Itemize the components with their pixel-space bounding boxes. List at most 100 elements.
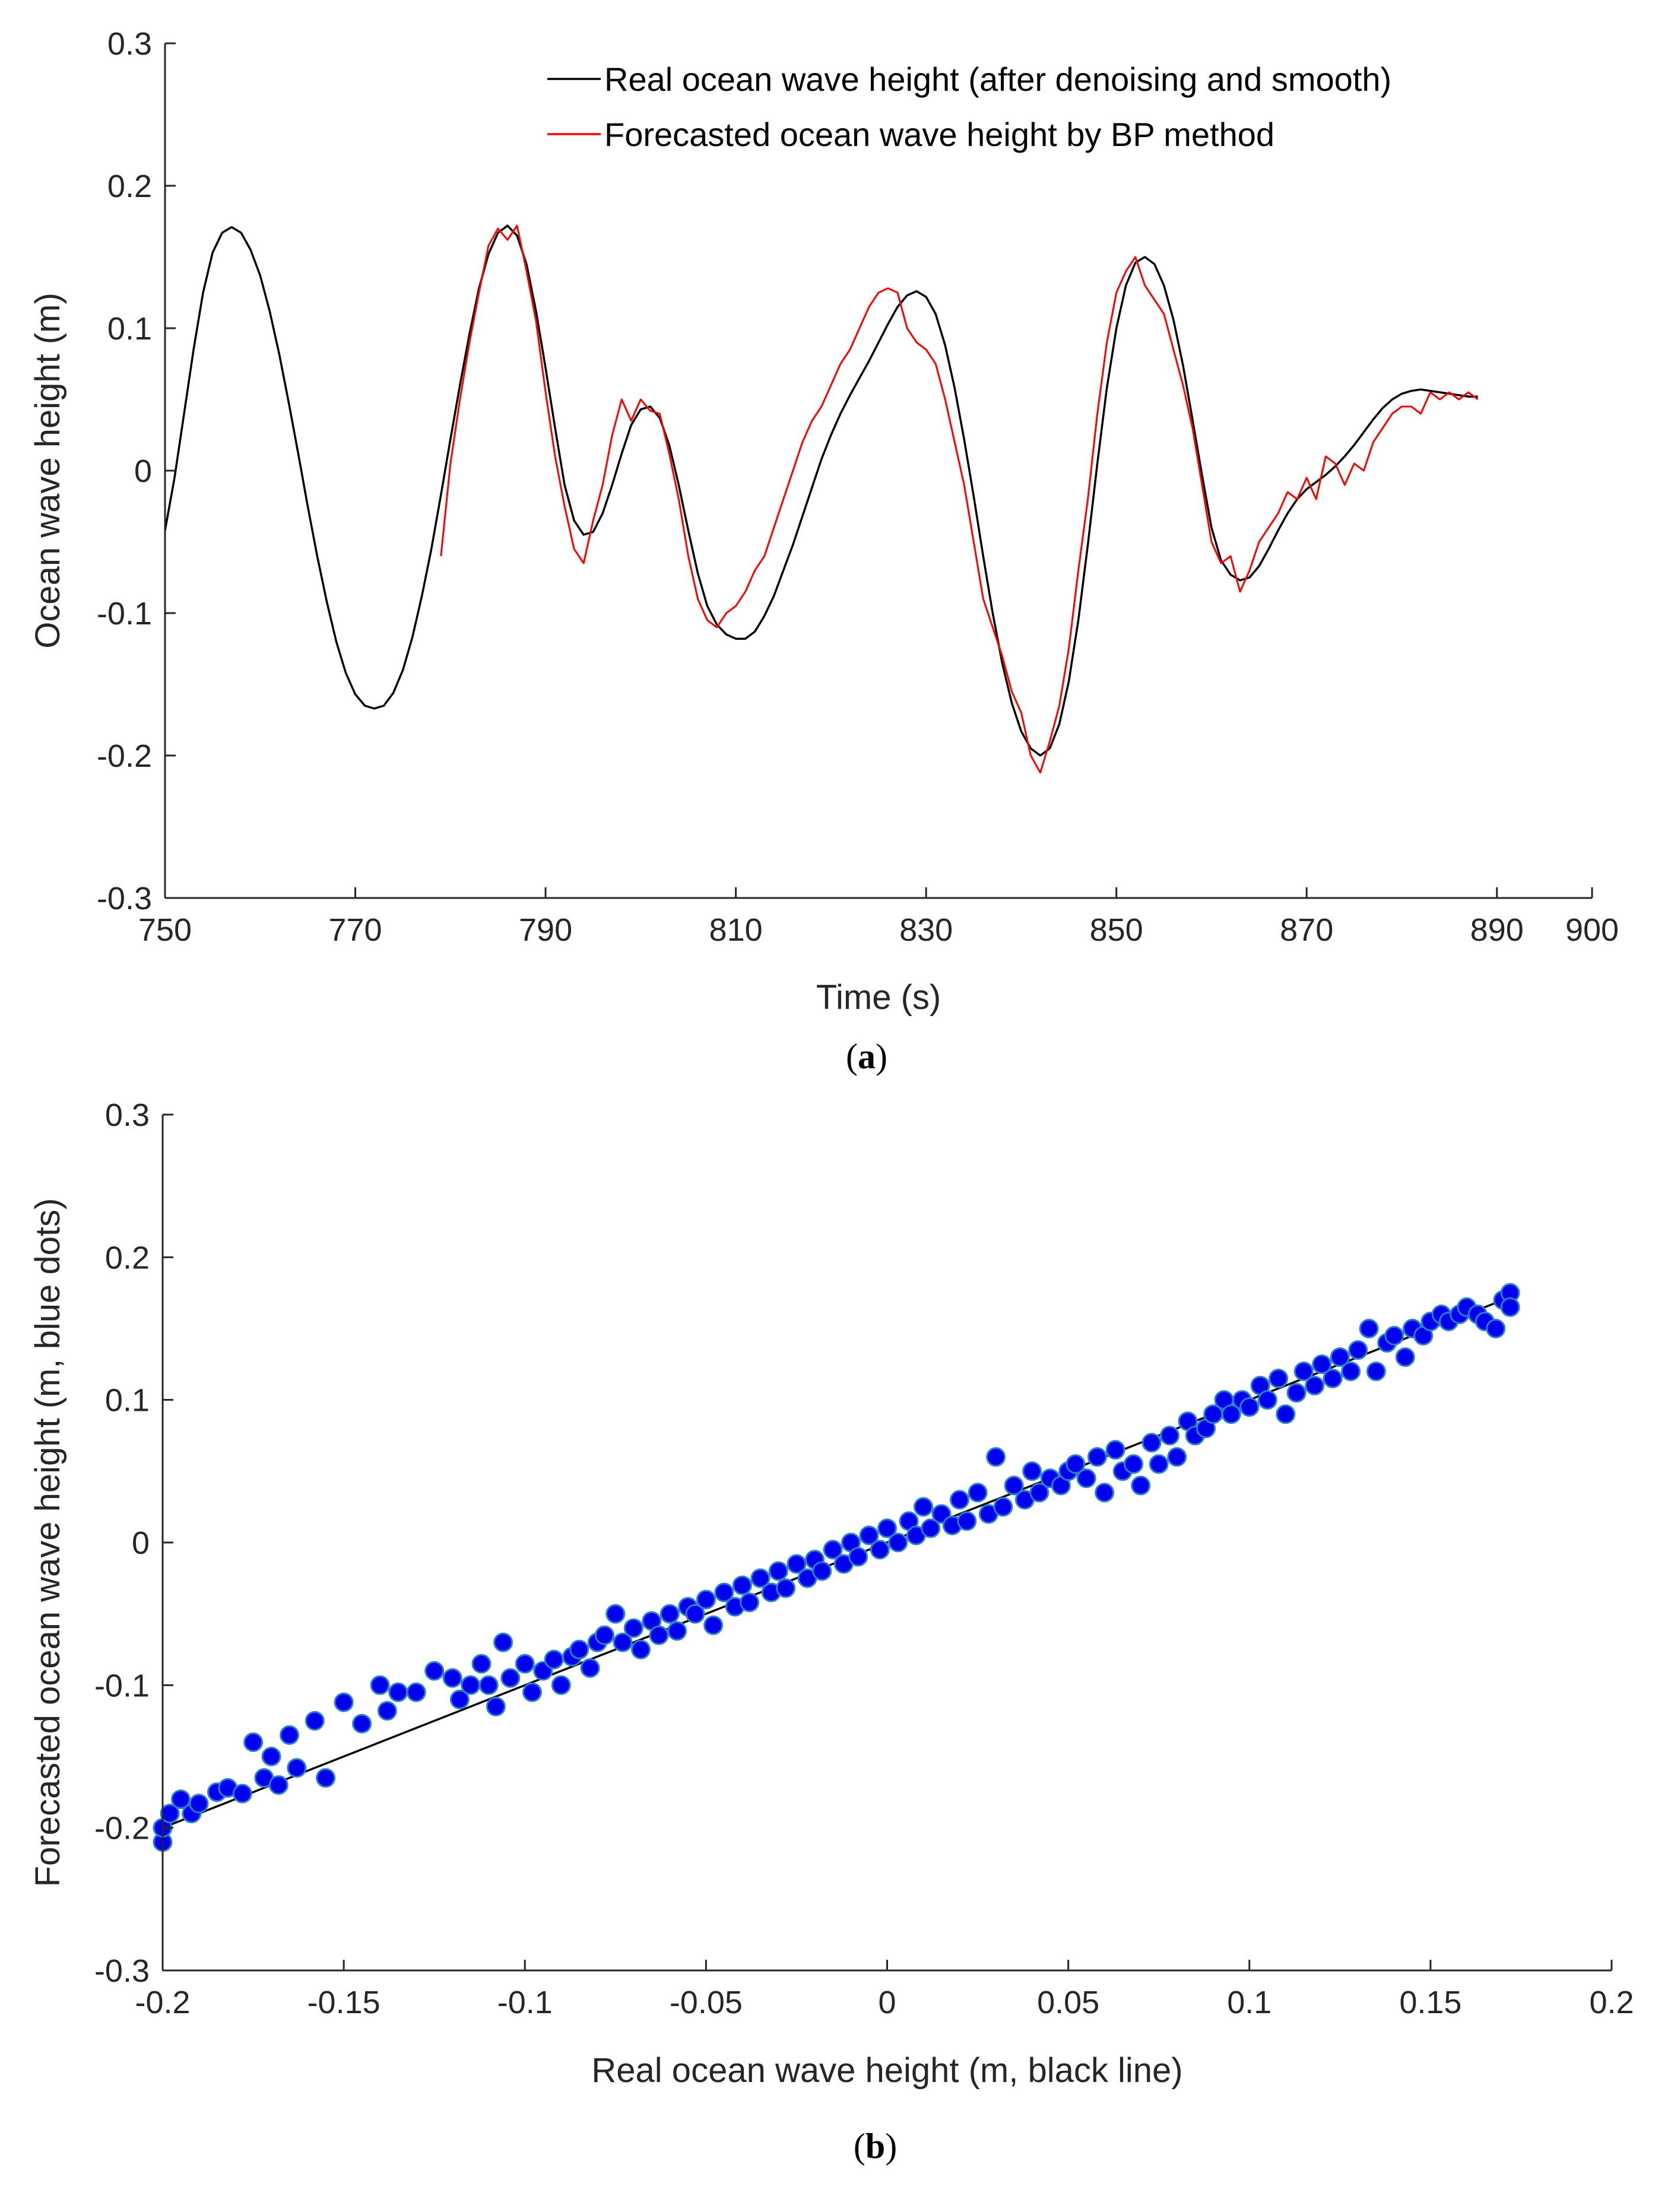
panel-b-y-tick-label: 0.2 — [105, 1240, 150, 1275]
panel-b-scatter-point — [515, 1654, 535, 1674]
panel-b-scatter-point — [189, 1794, 209, 1814]
panel-a-series-forecast-line — [440, 224, 1479, 774]
panel-b-scatter-point — [1286, 1383, 1307, 1403]
panel-b-scatter-point — [1149, 1454, 1169, 1474]
panel-b-scatter-point — [776, 1578, 796, 1598]
panel-b-y-tick-label: 0.1 — [105, 1383, 150, 1418]
panel-b-x-tick-label: 0 — [878, 1985, 896, 2020]
panel-b-scatter-point — [1239, 1397, 1260, 1417]
panel-b-scatter-point — [1500, 1297, 1520, 1317]
panel-a-y-tick-label: 0.3 — [107, 26, 152, 62]
panel-b-scatter-point — [160, 1804, 180, 1824]
panel-b-scatter-point — [1022, 1461, 1042, 1481]
panel-b-scatter-point — [1160, 1426, 1179, 1446]
panel-b-scatter-point — [280, 1725, 300, 1745]
panel-b-scatter-point — [544, 1649, 564, 1670]
panel-b-scatter-point — [957, 1511, 977, 1531]
panel-b-scatter-point — [500, 1668, 521, 1688]
panel-b-scatter-point — [986, 1447, 1006, 1467]
panel-b-x-tick-label: -0.15 — [307, 1985, 381, 2020]
panel-b-y-tick-label: -0.2 — [94, 1811, 150, 1846]
panel-b-x-tick-label: -0.2 — [135, 1985, 190, 2020]
panel-b-x-tick-label: -0.05 — [670, 1985, 743, 2020]
panel-b-scatter-point — [613, 1632, 633, 1652]
panel-a-series-layer — [164, 224, 1479, 774]
panel-b-scatter-point — [261, 1747, 281, 1766]
panel-b-scatter-point — [171, 1789, 191, 1810]
panel-a-caption: (a) — [846, 1037, 887, 1076]
panel-b-scatter-point — [1131, 1475, 1151, 1496]
panel-a-y-tick-label: 0.1 — [107, 311, 152, 347]
panel-a-x-tick-label: 830 — [899, 912, 953, 948]
panel-b-scatter-point — [1384, 1326, 1404, 1345]
panel-b-ticks: -0.2 -0.15 -0.1 -0.05 0 0.05 0.1 0.15 0.2-0.3-0.… — [94, 1097, 1634, 2020]
panel-b-scatter-point — [406, 1682, 426, 1702]
panel-a-y-tick-label: -0.1 — [97, 596, 152, 631]
panel-a-x-tick-label: 770 — [328, 912, 382, 948]
panel-b-scatter-point — [268, 1775, 288, 1795]
panel-b-scatter-point — [1004, 1475, 1024, 1496]
panel-a-caption-open: ( — [846, 1037, 858, 1076]
panel-b-scatter-point — [1486, 1319, 1506, 1338]
panel-b-scatter-point — [1330, 1347, 1350, 1367]
panel-b-scatter-point — [714, 1582, 734, 1602]
panel-b-y-tick-label: -0.1 — [94, 1668, 150, 1703]
panel-b-scatter-point — [823, 1540, 843, 1560]
panel-a-axes — [164, 43, 1592, 899]
panel-b-scatter-point — [888, 1532, 908, 1553]
panel-b-scatter-point — [243, 1732, 264, 1752]
panel-b-scatter-point — [812, 1561, 832, 1581]
panel-b-scatter-point — [232, 1783, 252, 1804]
panel-a-x-tick-label: 900 — [1565, 912, 1619, 948]
panel-a-ticks: 750 770 790 810 830 850 870 890 900 -0.3 -0.2 -0.1 0… — [97, 26, 1619, 948]
panel-b-scatter-point — [352, 1713, 372, 1734]
panel-a-legend: Real ocean wave height (after denoising … — [547, 61, 1391, 153]
panel-a-caption-letter: a — [858, 1037, 876, 1076]
panel-b-scatter-point — [750, 1568, 771, 1588]
panel-b-scatter-point — [334, 1692, 354, 1712]
panel-b-scatter-point — [1366, 1362, 1386, 1382]
panel-b-scatter-point — [649, 1625, 669, 1645]
panel-b-scatter-point — [493, 1632, 513, 1652]
panel-b-scatter-point — [1323, 1369, 1343, 1389]
panel-b-caption: (b) — [854, 2127, 897, 2166]
panel-a-y-tick-label: -0.2 — [97, 738, 152, 774]
panel-b-scatter-point — [921, 1518, 941, 1538]
panel-b-scatter-point — [993, 1497, 1013, 1517]
panel-b-scatter-point — [1087, 1447, 1107, 1467]
panel-b-scatter-point — [424, 1661, 445, 1681]
panel-b-y-axis-title: Forecasted ocean wave height (m, blue do… — [28, 1198, 67, 1887]
panel-b-scatter-point — [787, 1554, 807, 1574]
panel-b-scatter-point — [388, 1682, 408, 1702]
panel-b-x-tick-label: -0.1 — [497, 1985, 553, 2020]
panel-b-scatter-point — [659, 1604, 680, 1624]
panel-b-scatter-point — [449, 1689, 470, 1709]
panel-b-scatter-point — [1066, 1454, 1086, 1474]
panel-b-scatter-point — [877, 1518, 897, 1538]
panel-a-y-axis-title: Ocean wave height (m) — [28, 293, 67, 649]
panel-b-scatter-point — [478, 1675, 499, 1695]
panel-a-series-real-line — [164, 224, 1478, 757]
panel-b-scatter-point — [667, 1621, 687, 1641]
panel-b-scatter-point — [768, 1561, 788, 1581]
panel-b-scatter-point — [471, 1654, 492, 1674]
panel-b-y-tick-label: -0.3 — [94, 1953, 150, 1989]
panel-b-series-layer — [153, 1283, 1520, 1852]
legend-label-real: Real ocean wave height (after denoising … — [604, 61, 1391, 98]
panel-b-x-tick-label: 0.1 — [1227, 1985, 1272, 2020]
panel-b-caption-open: ( — [854, 2127, 865, 2166]
panel-b-scatter-point — [1142, 1433, 1162, 1453]
panel-b-scatter-point — [1312, 1354, 1332, 1375]
panel-b-scatter-point — [1105, 1440, 1125, 1460]
panel-b-scatter-point — [1124, 1454, 1143, 1474]
panel-b-scatter-point — [859, 1525, 879, 1545]
panel-b-scatter-point — [1348, 1340, 1368, 1360]
panel-b-scatter-point — [316, 1768, 336, 1788]
panel-a-x-axis-title: Time (s) — [816, 978, 941, 1017]
panel-b-scatter-point — [848, 1547, 868, 1567]
panel-b-scatter-point — [305, 1710, 325, 1731]
panel-b-y-tick-label: 0.3 — [105, 1097, 150, 1133]
panel-b-scatter-point — [732, 1575, 752, 1595]
panel-b-scatter-point — [1293, 1362, 1314, 1382]
